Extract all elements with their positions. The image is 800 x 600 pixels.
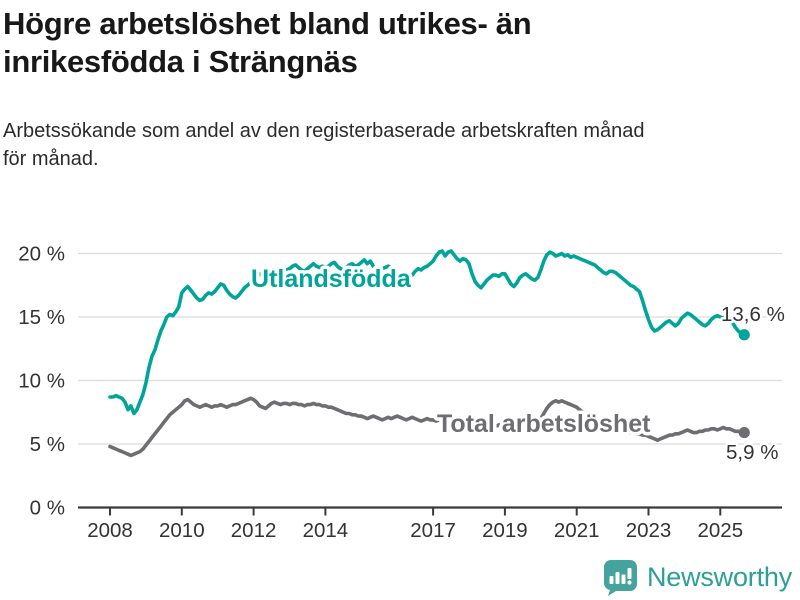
series-end-value-label: 5,9 % (726, 441, 778, 464)
y-axis-label: 5 % (30, 433, 65, 456)
series-end-value-label: 13,6 % (721, 303, 785, 326)
x-axis-label: 2014 (303, 519, 349, 542)
chart-subtitle-line1: Arbetssökande som andel av den registerb… (3, 120, 645, 142)
y-axis-label: 20 % (18, 243, 65, 266)
series-end-dot-utlandsf-dda (738, 329, 750, 341)
page-title: Högre arbetslöshet bland utrikes- än inr… (3, 5, 783, 81)
newsworthy-wordmark: Newsworthy (646, 562, 792, 592)
page-title-line1: Högre arbetslöshet bland utrikes- än (3, 6, 532, 41)
x-axis-label: 2019 (482, 519, 528, 542)
newsworthy-logo[interactable]: Newsworthy (601, 559, 792, 596)
x-axis-label: 2012 (231, 519, 277, 542)
x-axis-label: 2023 (626, 519, 672, 542)
y-axis-label: 0 % (30, 497, 65, 520)
y-axis-label: 10 % (18, 370, 65, 393)
x-axis-label: 2025 (697, 519, 743, 542)
x-axis-label: 2017 (410, 519, 456, 542)
chart-subtitle-line2: för månad. (3, 148, 99, 170)
series-end-dot-total-arbetsl-shet (738, 426, 750, 439)
newsworthy-icon-bars (609, 568, 632, 585)
y-axis-label: 15 % (18, 306, 65, 329)
series-label: Total arbetslöshet (437, 410, 651, 438)
series-line-total-arbetsl-shet (108, 396, 747, 458)
chart-subtitle: Arbetssökande som andel av den registerb… (3, 117, 793, 173)
page-title-line2: inrikesfödda i Strängnäs (3, 44, 358, 79)
newsworthy-icon (603, 560, 637, 596)
x-axis-label: 2008 (87, 519, 133, 542)
series-label: Utlandsfödda (251, 265, 412, 293)
x-axis-label: 2010 (159, 519, 205, 542)
x-axis-label: 2021 (554, 519, 600, 542)
series-line-utlandsf-dda (108, 249, 747, 416)
